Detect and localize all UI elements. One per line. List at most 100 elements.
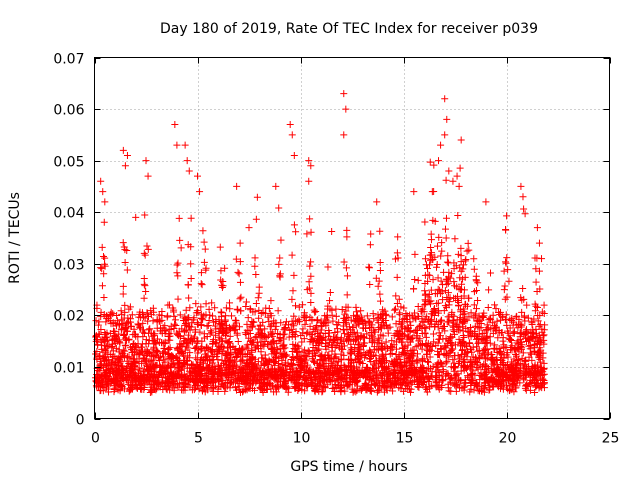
- data-point: [500, 341, 508, 349]
- data-point: [364, 384, 372, 392]
- data-point: [175, 370, 183, 378]
- data-point: [118, 366, 126, 374]
- data-point: [422, 324, 430, 332]
- data-point: [481, 361, 489, 369]
- data-point: [367, 230, 375, 238]
- data-point: [385, 369, 393, 377]
- data-point: [374, 319, 382, 327]
- data-point: [458, 318, 466, 326]
- data-point: [318, 351, 326, 359]
- data-point: [188, 319, 196, 327]
- data-point: [445, 167, 453, 175]
- data-point: [513, 356, 521, 364]
- data-point: [340, 314, 348, 322]
- data-point: [433, 381, 441, 389]
- data-point: [290, 221, 298, 229]
- data-point: [537, 338, 545, 346]
- data-point: [280, 341, 288, 349]
- data-point: [351, 336, 359, 344]
- data-point: [500, 361, 508, 369]
- data-point: [484, 349, 492, 357]
- data-point: [267, 328, 275, 336]
- data-point: [311, 386, 319, 394]
- data-point: [418, 364, 426, 372]
- data-point: [128, 363, 136, 371]
- data-point: [429, 362, 437, 370]
- data-point: [124, 318, 132, 326]
- data-point: [217, 308, 225, 316]
- data-point: [403, 357, 411, 365]
- data-point: [366, 348, 374, 356]
- data-point: [319, 387, 327, 395]
- data-point: [307, 258, 315, 266]
- data-point: [448, 311, 456, 319]
- data-point: [464, 373, 472, 381]
- data-point: [303, 330, 311, 338]
- data-point: [146, 365, 154, 373]
- data-point: [259, 389, 267, 397]
- data-point: [121, 162, 129, 170]
- data-point: [437, 141, 445, 149]
- data-point: [501, 282, 509, 290]
- data-point: [265, 318, 273, 326]
- data-point: [433, 263, 441, 271]
- data-point: [411, 314, 419, 322]
- data-point: [426, 298, 434, 306]
- data-point: [476, 353, 484, 361]
- data-point: [189, 335, 197, 343]
- data-point: [103, 315, 111, 323]
- data-point: [149, 377, 157, 385]
- data-point: [470, 265, 478, 273]
- data-point: [92, 317, 100, 325]
- data-point: [321, 312, 329, 320]
- data-point: [192, 344, 200, 352]
- data-point: [326, 289, 334, 297]
- data-point: [261, 310, 269, 318]
- y-axis-label: ROTI / TECUs: [7, 192, 23, 284]
- data-point: [250, 318, 258, 326]
- data-point: [256, 334, 264, 342]
- data-point: [443, 115, 451, 123]
- data-point: [97, 177, 105, 185]
- data-point: [263, 333, 271, 341]
- data-point: [474, 358, 482, 366]
- data-point: [198, 281, 206, 289]
- data-point: [419, 380, 427, 388]
- data-point: [396, 311, 404, 319]
- data-point: [311, 359, 319, 367]
- data-point: [105, 374, 113, 382]
- data-point: [131, 372, 139, 380]
- data-point: [492, 369, 500, 377]
- data-point: [330, 384, 338, 392]
- data-point: [502, 259, 510, 267]
- data-point: [242, 298, 250, 306]
- data-point: [234, 337, 242, 345]
- data-point: [277, 236, 285, 244]
- data-point: [373, 198, 381, 206]
- data-point: [503, 321, 511, 329]
- data-point: [97, 363, 105, 371]
- data-point: [486, 339, 494, 347]
- data-point: [175, 381, 183, 389]
- data-point: [217, 267, 225, 275]
- data-point: [307, 272, 315, 280]
- data-point: [443, 370, 451, 378]
- data-point: [300, 313, 308, 321]
- data-point: [207, 348, 215, 356]
- data-point: [313, 381, 321, 389]
- data-point: [186, 304, 194, 312]
- data-point: [266, 323, 274, 331]
- data-point: [395, 367, 403, 375]
- data-point: [282, 359, 290, 367]
- data-point: [515, 320, 523, 328]
- data-point: [492, 323, 500, 331]
- data-point: [132, 342, 140, 350]
- data-point: [418, 345, 426, 353]
- data-point: [376, 267, 384, 275]
- data-point: [395, 295, 403, 303]
- data-point: [520, 369, 528, 377]
- data-point: [420, 318, 428, 326]
- data-point: [95, 318, 103, 326]
- data-point: [249, 365, 257, 373]
- data-point: [497, 316, 505, 324]
